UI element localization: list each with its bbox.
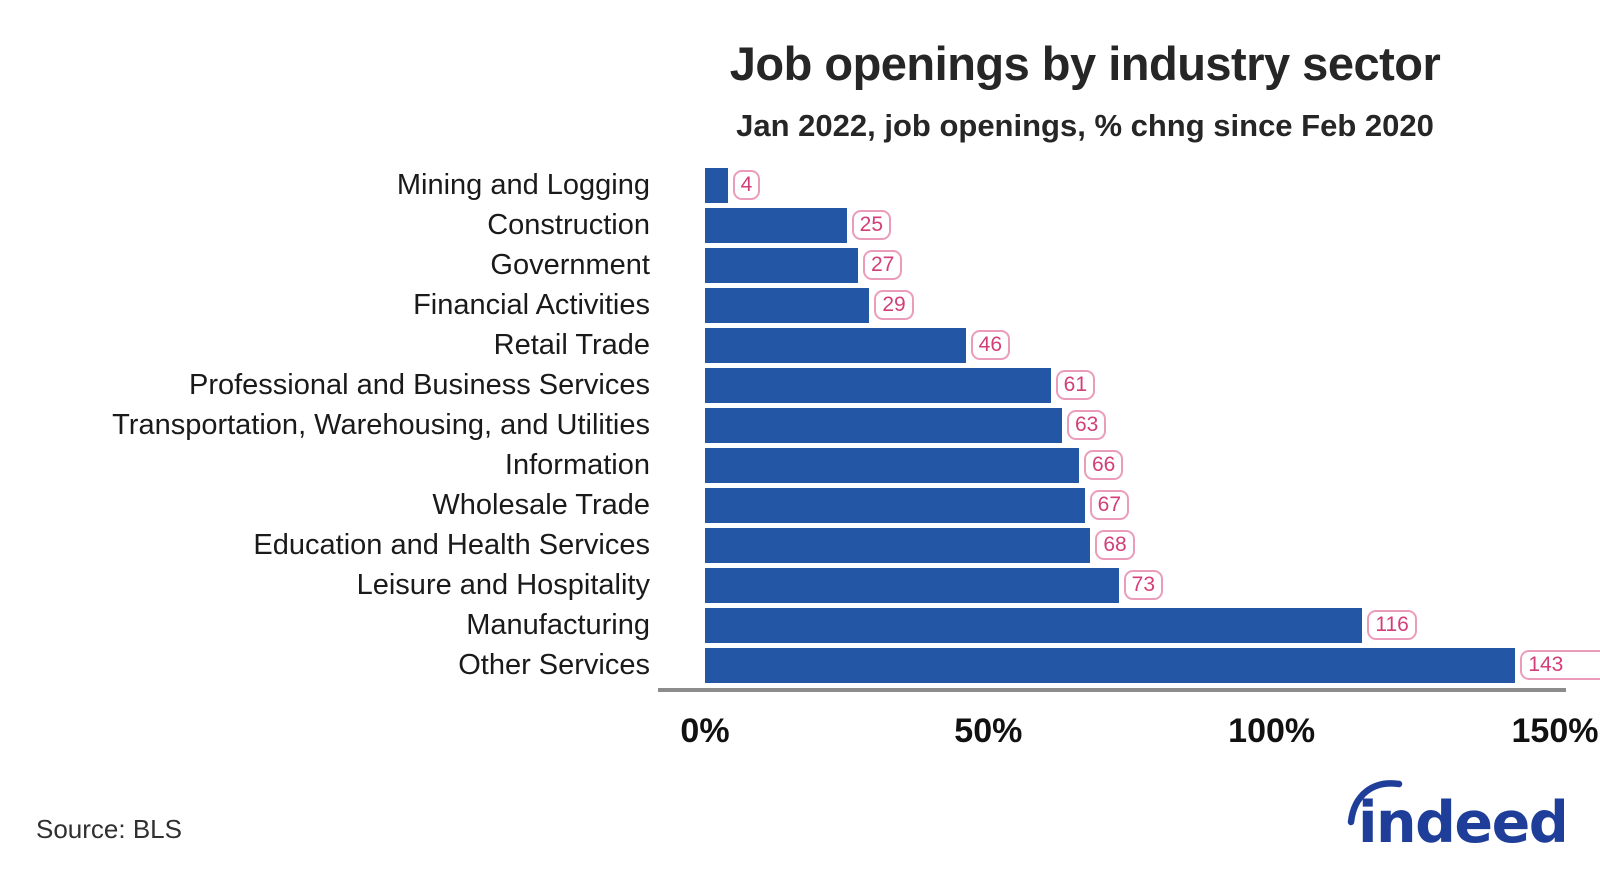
chart-row: Transportation, Warehousing, and Utiliti… — [0, 408, 1600, 443]
chart-row: Financial Activities 29 — [0, 288, 1600, 323]
category-label: Transportation, Warehousing, and Utiliti… — [112, 409, 650, 441]
category-label: Government — [490, 249, 650, 281]
chart-row: Government 27 — [0, 248, 1600, 283]
chart-row: Information 66 — [0, 448, 1600, 483]
value-badge: 73 — [1123, 570, 1164, 600]
category-label: Construction — [487, 209, 650, 241]
category-label: Mining and Logging — [396, 169, 650, 201]
source-note: Source: BLS — [36, 814, 182, 844]
value-badge: 116 — [1367, 610, 1417, 640]
chart-row: Wholesale Trade 67 — [0, 488, 1600, 523]
x-tick-label: 0% — [680, 712, 730, 750]
bar — [705, 248, 858, 283]
chart-row: Construction 25 — [0, 208, 1600, 243]
bar — [705, 408, 1062, 443]
indeed-logo: indeed — [1347, 780, 1564, 854]
logo-arc-icon — [1347, 780, 1403, 826]
category-label: Wholesale Trade — [432, 489, 650, 521]
bar — [705, 208, 847, 243]
category-label: Retail Trade — [493, 329, 650, 361]
value-badge: 63 — [1067, 410, 1107, 440]
category-label: Information — [504, 449, 650, 481]
chart-title: Job openings by industry sector — [729, 37, 1441, 90]
value-badge: 25 — [851, 210, 892, 240]
value-badge: 143 — [1520, 650, 1600, 680]
category-label: Manufacturing — [466, 609, 650, 641]
bar — [705, 328, 966, 363]
x-tick-label: 150% — [1511, 712, 1599, 750]
bar — [705, 488, 1085, 523]
chart-row: Professional and Business Services 61 — [0, 368, 1600, 403]
value-badge: 27 — [863, 250, 903, 280]
bar — [705, 568, 1119, 603]
category-label: Professional and Business Services — [188, 369, 650, 401]
value-badge: 61 — [1055, 370, 1096, 400]
value-badge: 67 — [1089, 490, 1130, 520]
chart-subtitle: Jan 2022, job openings, % chng since Feb… — [736, 108, 1434, 143]
chart-row: Retail Trade 46 — [0, 328, 1600, 363]
category-label: Other Services — [458, 649, 650, 681]
bar — [705, 648, 1516, 683]
chart-row: Leisure and Hospitality 73 — [0, 568, 1600, 603]
value-badge: 68 — [1095, 530, 1135, 560]
logo-wordmark: indeed — [1358, 790, 1564, 854]
chart-row: Other Services 143 — [0, 648, 1600, 683]
value-badge: 4 — [732, 170, 761, 200]
chart-row: Education and Health Services 68 — [0, 528, 1600, 563]
category-label: Education and Health Services — [253, 529, 650, 561]
bar — [705, 448, 1079, 483]
chart-row: Manufacturing 116 — [0, 608, 1600, 643]
category-label: Financial Activities — [413, 289, 650, 321]
bar — [705, 528, 1091, 563]
category-label: Leisure and Hospitality — [356, 569, 650, 601]
x-tick-label: 100% — [1228, 712, 1316, 750]
bar — [705, 168, 728, 203]
value-badge: 66 — [1084, 450, 1124, 480]
value-badge: 46 — [970, 330, 1011, 360]
x-axis-line — [658, 688, 1566, 692]
bar — [705, 288, 870, 323]
bar — [705, 608, 1363, 643]
chart-row: Mining and Logging 4 — [0, 168, 1600, 203]
value-badge: 29 — [874, 290, 914, 320]
x-tick-label: 50% — [954, 712, 1023, 750]
bar — [705, 368, 1051, 403]
